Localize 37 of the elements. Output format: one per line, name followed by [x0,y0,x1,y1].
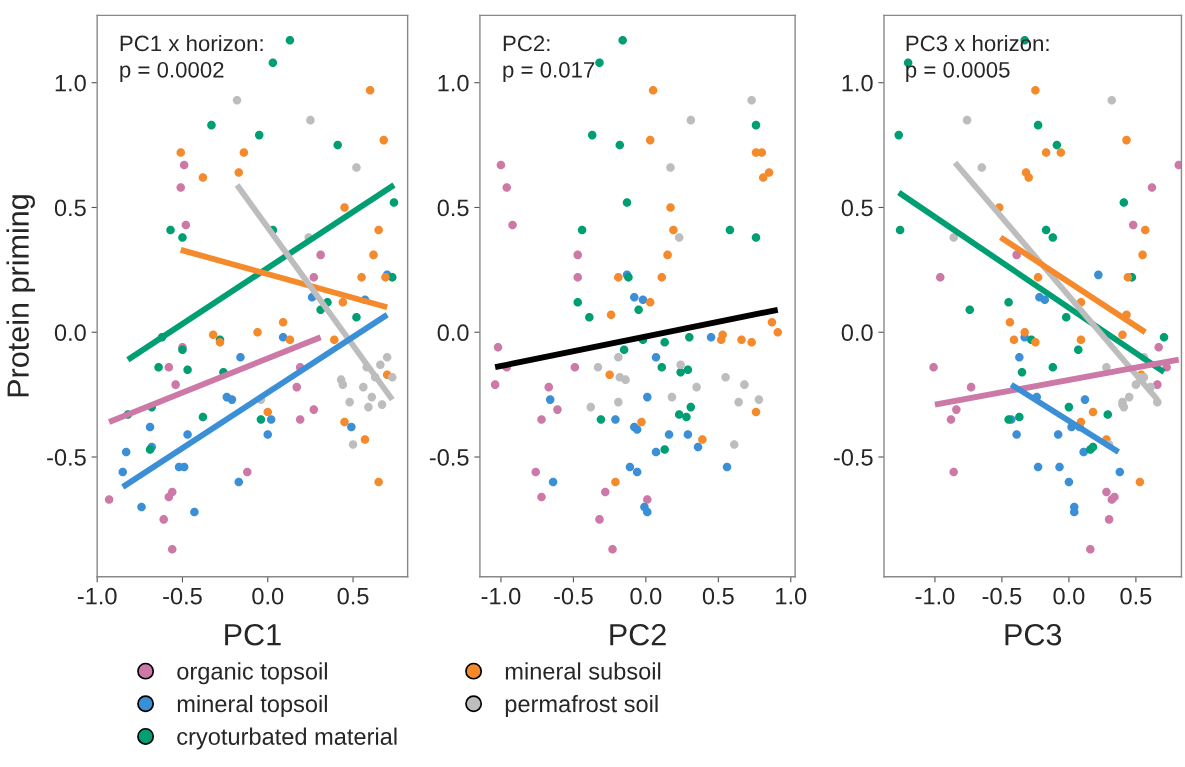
legend-label: mineral subsoil [505,662,661,680]
x-tick-label: -0.5 [554,587,593,605]
x-tick-label: -0.5 [163,587,202,605]
x-tick-label: -1.0 [915,587,955,605]
x-tick-label: 0.5 [702,587,734,605]
legend-label: permafrost soil [505,694,658,717]
y-tick-label: 1.0 [842,74,873,92]
x-axis-title: PC1 [225,623,281,646]
x-tick-label: -1.0 [481,587,521,605]
x-tick-label: -1.0 [77,587,117,605]
y-tick-label: 0.5 [437,199,469,217]
annotation: PC3 x horizon: p = 0.0005 [906,34,1049,83]
x-tick-label: 0.0 [1053,587,1085,605]
y-tick-label: 0.5 [54,199,86,217]
y-tick-label: 1.0 [55,74,86,92]
y-tick-label: 0.0 [437,324,469,342]
y-tick-label: -0.5 [47,449,86,466]
annotation: PC2: p = 0.017 [503,35,595,83]
x-tick-label: 0.5 [337,587,369,605]
y-tick-label: 0.0 [54,324,86,342]
x-axis-title: PC2 [610,623,666,646]
y-tick-label: -0.5 [429,449,469,466]
annotation: PC1 x horizon: p = 0.0002 [120,34,263,83]
x-tick-label: 0.0 [252,587,284,605]
x-tick-label: 0.5 [1120,587,1152,605]
y-tick-label: 0.5 [841,199,873,217]
x-tick-label: 0.0 [630,587,662,605]
x-tick-label: 1.0 [776,587,807,605]
y-axis-title: Protein priming [6,195,35,397]
y-tick-label: 1.0 [438,74,469,92]
legend-label: organic topsoil [177,662,327,685]
y-tick-label: 0.0 [841,324,873,342]
legend-label: mineral topsoil [177,694,327,717]
y-tick-label: -0.5 [833,449,873,466]
x-axis-title: PC3 [1005,623,1062,646]
legend-label: cryoturbated material [177,727,397,750]
x-tick-label: -0.5 [982,587,1022,605]
